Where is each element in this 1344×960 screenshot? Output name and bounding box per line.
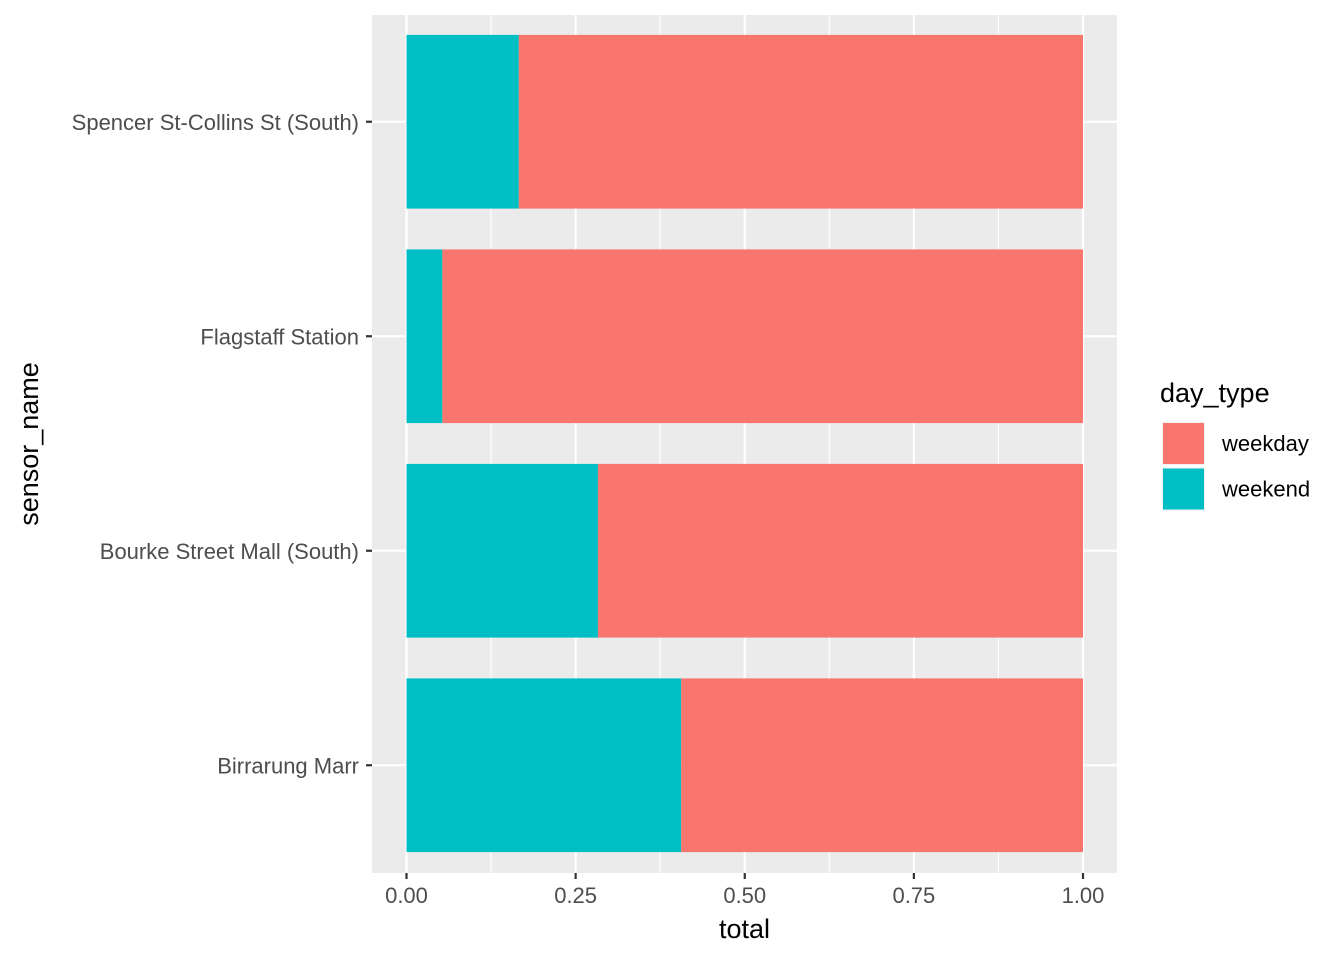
bar-weekend (406, 463, 598, 638)
bar-weekday (681, 678, 1083, 853)
bars (406, 34, 1083, 853)
bar-weekday (442, 249, 1083, 424)
x-axis-title: total (719, 914, 770, 944)
bar-weekend (406, 678, 682, 853)
legend-swatch-weekend (1163, 468, 1204, 510)
legend-label-weekend: weekend (1221, 477, 1310, 502)
x-axis: 0.00 0.25 0.50 0.75 1.00 (385, 873, 1104, 908)
y-tick-label: Bourke Street Mall (South) (100, 539, 359, 564)
y-axis: Birrarung Marr Bourke Street Mall (South)… (72, 110, 372, 778)
x-tick-label: 0.75 (892, 883, 935, 908)
bar-weekend (406, 34, 519, 209)
x-tick-label: 0.25 (554, 883, 597, 908)
legend-title: day_type (1160, 378, 1270, 408)
legend-label-weekday: weekday (1221, 431, 1309, 456)
x-tick-label: 0.50 (723, 883, 766, 908)
legend: day_type weekday weekend (1160, 378, 1310, 511)
bar-weekend (406, 249, 443, 424)
bar-weekday (597, 463, 1083, 638)
y-tick-label: Flagstaff Station (200, 324, 359, 349)
y-axis-title: sensor_name (14, 362, 44, 526)
y-tick-label: Spencer St-Collins St (South) (72, 110, 359, 135)
bar-weekday (518, 34, 1083, 209)
y-tick-label: Birrarung Marr (217, 753, 359, 778)
legend-swatch-weekday (1163, 423, 1204, 464)
x-tick-label: 0.00 (385, 883, 428, 908)
x-tick-label: 1.00 (1062, 883, 1105, 908)
